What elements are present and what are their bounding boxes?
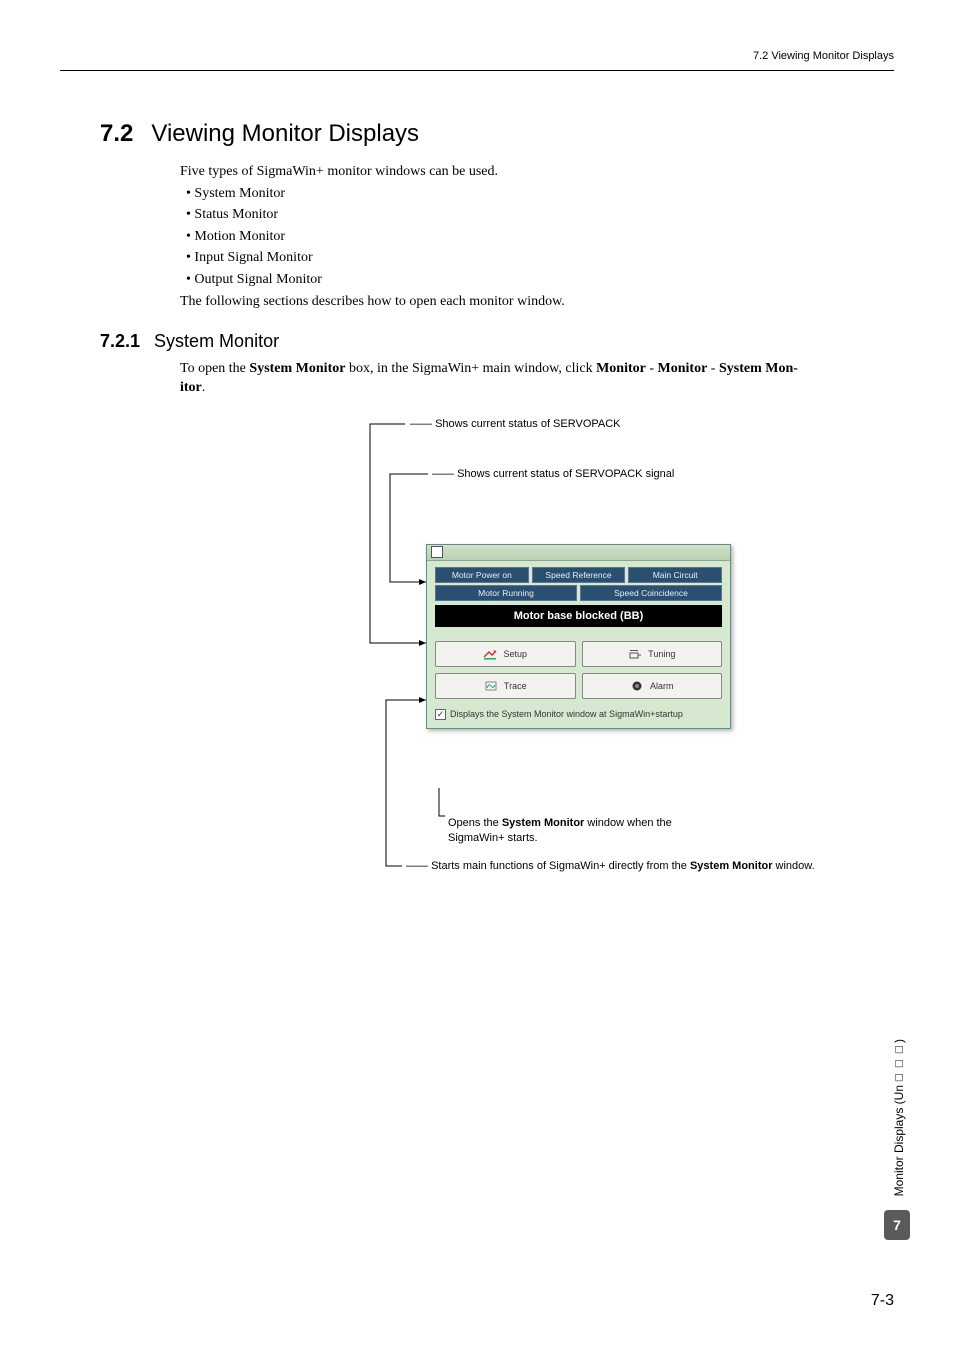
intro-trail: The following sections describes how to … bbox=[180, 292, 894, 312]
intro-lead: Five types of SigmaWin+ monitor windows … bbox=[180, 162, 894, 182]
page-number: 7-3 bbox=[871, 1292, 894, 1310]
intro-bullet: • Status Monitor bbox=[186, 205, 894, 225]
intro-bullet: • Output Signal Monitor bbox=[186, 270, 894, 290]
startup-checkbox-row[interactable]: ✓ Displays the System Monitor window at … bbox=[427, 707, 730, 728]
startup-checkbox-label: Displays the System Monitor window at Si… bbox=[450, 709, 683, 719]
startup-checkbox[interactable]: ✓ bbox=[435, 709, 446, 720]
window-system-icon[interactable] bbox=[431, 546, 443, 558]
tuning-icon bbox=[628, 648, 642, 660]
status-cell: Speed Coincidence bbox=[580, 585, 722, 601]
callout-starts-functions: —— Starts main functions of SigmaWin+ di… bbox=[406, 860, 815, 872]
header-crumb: 7.2 Viewing Monitor Displays bbox=[753, 50, 894, 62]
status-cell: Motor Running bbox=[435, 585, 577, 601]
status-cell: Speed Reference bbox=[532, 567, 626, 583]
callout-status-signal: —— Shows current status of SERVOPACK sig… bbox=[432, 468, 674, 480]
status-row-2: Motor Running Speed Coincidence bbox=[427, 585, 730, 603]
status-cell: Main Circuit bbox=[628, 567, 722, 583]
side-chapter-label: Monitor Displays (Un□□□) bbox=[892, 1039, 906, 1196]
callout-status-servopack: —— Shows current status of SERVOPACK bbox=[410, 418, 621, 430]
header-rule bbox=[60, 70, 894, 71]
intro-bullet: • Input Signal Monitor bbox=[186, 248, 894, 268]
alarm-button[interactable]: Alarm bbox=[582, 673, 723, 699]
content: 7.2 Viewing Monitor Displays Five types o… bbox=[100, 120, 894, 938]
setup-icon bbox=[483, 648, 497, 660]
tuning-button[interactable]: Tuning bbox=[582, 641, 723, 667]
system-monitor-diagram: —— Shows current status of SERVOPACK —— … bbox=[180, 418, 820, 938]
window-titlebar[interactable] bbox=[427, 545, 730, 561]
section-title: Viewing Monitor Displays bbox=[151, 120, 419, 147]
trace-button[interactable]: Trace bbox=[435, 673, 576, 699]
alarm-icon bbox=[630, 680, 644, 692]
status-row-1: Motor Power on Speed Reference Main Circ… bbox=[427, 561, 730, 585]
system-monitor-window: Motor Power on Speed Reference Main Circ… bbox=[426, 544, 731, 729]
status-main-text: Motor base blocked (BB) bbox=[435, 605, 722, 627]
section-number: 7.2 bbox=[100, 120, 133, 147]
callout-opens-window: Opens the System Monitor window when the… bbox=[448, 816, 728, 846]
trace-icon bbox=[484, 680, 498, 692]
subsection-number: 7.2.1 bbox=[100, 331, 140, 351]
intro-bullet: • Motion Monitor bbox=[186, 227, 894, 247]
chapter-tab: 7 bbox=[884, 1210, 910, 1240]
status-cell: Motor Power on bbox=[435, 567, 529, 583]
button-grid: Setup Tuning Trace bbox=[427, 633, 730, 707]
subsection-text: To open the System Monitor box, in the S… bbox=[180, 360, 894, 398]
subsection-heading: 7.2.1 System Monitor bbox=[100, 331, 894, 352]
section-heading: 7.2 Viewing Monitor Displays bbox=[100, 120, 894, 148]
intro-bullet: • System Monitor bbox=[186, 184, 894, 204]
subsection-title: System Monitor bbox=[154, 331, 279, 351]
setup-button[interactable]: Setup bbox=[435, 641, 576, 667]
intro-block: Five types of SigmaWin+ monitor windows … bbox=[180, 162, 894, 311]
